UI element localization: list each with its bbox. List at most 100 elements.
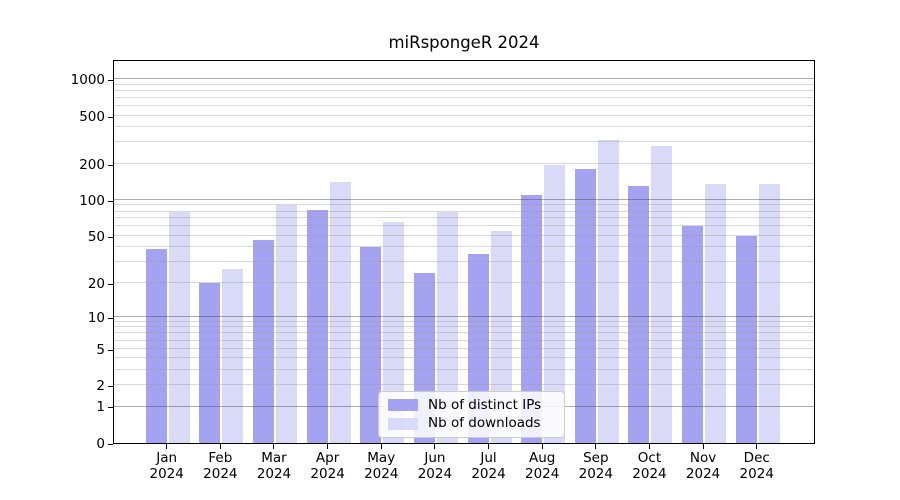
- bar-ips-apr: [306, 210, 328, 443]
- minor-gridline: [114, 114, 814, 116]
- y-tick-label: 0: [96, 436, 105, 452]
- bar-downloads-sep: [597, 139, 619, 443]
- bar-downloads-apr: [329, 182, 351, 443]
- x-tick-label-dec: Dec 2024: [739, 450, 774, 482]
- minor-gridline: [114, 320, 814, 322]
- bar-ips-may: [360, 247, 382, 443]
- bar-downloads-mar: [275, 205, 297, 443]
- bar-downloads-aug: [544, 164, 566, 443]
- x-tick-mark: [273, 444, 275, 449]
- minor-gridline: [114, 347, 814, 349]
- bar-downloads-jul: [490, 230, 512, 443]
- bar-downloads-feb: [222, 269, 244, 443]
- x-tick-mark: [702, 444, 704, 449]
- bar-ips-oct: [628, 186, 650, 443]
- minor-gridline: [114, 234, 814, 236]
- minor-gridline: [114, 225, 814, 227]
- major-gridline: [114, 78, 814, 80]
- y-tick-label: 200: [79, 156, 105, 173]
- major-gridline: [114, 315, 814, 317]
- bar-ips-feb: [199, 282, 221, 443]
- minor-gridline: [114, 357, 814, 359]
- y-tick-label: 2: [96, 378, 105, 395]
- x-tick-mark: [380, 444, 382, 449]
- bar-ips-jan: [145, 248, 167, 443]
- minor-gridline: [114, 368, 814, 370]
- y-tick-mark: [108, 200, 113, 202]
- minor-gridline: [114, 332, 814, 334]
- bar-downloads-jan: [168, 211, 190, 443]
- legend-swatch-distinct-ips: [388, 399, 418, 412]
- y-tick-mark: [108, 407, 113, 409]
- x-tick-label-jul: Jul 2024: [471, 450, 506, 482]
- bar-ips-sep: [574, 169, 596, 443]
- y-tick-mark: [108, 283, 113, 285]
- legend-label-downloads: Nb of downloads: [428, 415, 541, 432]
- bar-ips-aug: [521, 194, 543, 443]
- y-tick-mark: [108, 236, 113, 238]
- y-tick-mark: [108, 386, 113, 388]
- x-tick-label-jan: Jan 2024: [149, 450, 184, 482]
- minor-gridline: [114, 83, 814, 85]
- minor-gridline: [114, 281, 814, 283]
- x-tick-mark: [219, 444, 221, 449]
- y-tick-label: 100: [79, 192, 105, 209]
- bar-downloads-dec: [758, 184, 780, 443]
- minor-gridline: [114, 126, 814, 128]
- minor-gridline: [114, 141, 814, 143]
- chart-title: miRspongeR 2024: [388, 33, 540, 52]
- y-tick-mark: [108, 317, 113, 319]
- x-tick-label-sep: Sep 2024: [578, 450, 613, 482]
- bar-downloads-nov: [705, 184, 727, 443]
- bar-ips-nov: [682, 226, 704, 443]
- bar-downloads-may: [383, 222, 405, 443]
- bar-ips-dec: [735, 235, 757, 443]
- x-tick-label-may: May 2024: [364, 450, 399, 482]
- y-tick-label: 20: [87, 275, 105, 292]
- x-tick-mark: [648, 444, 650, 449]
- plot-area: [113, 60, 815, 444]
- minor-gridline: [114, 162, 814, 164]
- y-tick-label: 1000: [70, 72, 105, 89]
- x-tick-label-aug: Aug 2024: [524, 450, 560, 482]
- y-tick-label: 500: [79, 108, 105, 125]
- x-tick-label-mar: Mar 2024: [256, 450, 292, 482]
- legend-swatch-downloads: [388, 417, 418, 430]
- legend-label-distinct-ips: Nb of distinct IPs: [428, 396, 542, 413]
- y-tick-label: 1: [96, 399, 105, 416]
- minor-gridline: [114, 217, 814, 219]
- y-tick-mark: [108, 444, 113, 445]
- y-tick-mark: [108, 116, 113, 118]
- y-tick-label: 5: [96, 341, 105, 358]
- x-tick-label-apr: Apr 2024: [310, 450, 345, 482]
- y-tick-mark: [108, 80, 113, 82]
- bar-downloads-jun: [436, 211, 458, 443]
- x-tick-label-feb: Feb 2024: [203, 450, 238, 482]
- bar-downloads-oct: [651, 145, 673, 443]
- minor-gridline: [114, 246, 814, 248]
- x-tick-mark: [434, 444, 436, 449]
- minor-gridline: [114, 89, 814, 91]
- legend-item-distinct-ips: Nb of distinct IPs: [388, 396, 555, 413]
- x-tick-mark: [327, 444, 329, 449]
- minor-gridline: [114, 104, 814, 106]
- bar-ips-mar: [252, 240, 274, 443]
- major-gridline: [114, 198, 814, 200]
- x-tick-mark: [488, 444, 490, 449]
- minor-gridline: [114, 96, 814, 98]
- minor-gridline: [114, 384, 814, 386]
- minor-gridline: [114, 204, 814, 206]
- x-tick-mark: [756, 444, 758, 449]
- minor-gridline: [114, 210, 814, 212]
- minor-gridline: [114, 326, 814, 328]
- y-tick-mark: [108, 349, 113, 351]
- minor-gridline: [114, 261, 814, 263]
- minor-gridline: [114, 339, 814, 341]
- legend: Nb of distinct IPs Nb of downloads: [378, 391, 565, 438]
- x-tick-mark: [541, 444, 543, 449]
- x-tick-label-jun: Jun 2024: [417, 450, 453, 482]
- x-tick-mark: [595, 444, 597, 449]
- legend-item-downloads: Nb of downloads: [388, 416, 555, 431]
- x-tick-label-oct: Oct 2024: [632, 450, 667, 482]
